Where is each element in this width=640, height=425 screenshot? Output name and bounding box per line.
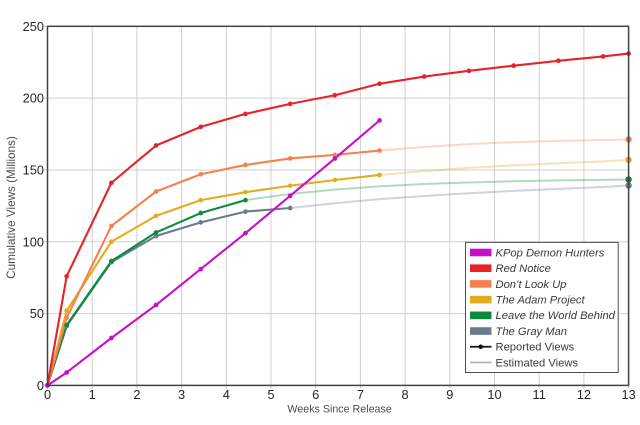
svg-text:The Adam Project: The Adam Project (496, 295, 586, 307)
svg-text:Cumulative Views (Millions): Cumulative Views (Millions) (5, 136, 18, 279)
svg-text:9: 9 (446, 387, 453, 402)
svg-text:13: 13 (621, 387, 635, 402)
svg-text:50: 50 (30, 306, 44, 321)
svg-text:10: 10 (487, 387, 501, 402)
svg-text:Estimated Views: Estimated Views (496, 357, 579, 369)
svg-text:KPop Demon Hunters: KPop Demon Hunters (496, 247, 605, 259)
svg-text:0: 0 (44, 387, 51, 402)
svg-text:5: 5 (267, 387, 274, 402)
svg-text:0: 0 (37, 378, 44, 393)
svg-text:Reported Views: Reported Views (496, 342, 575, 354)
svg-text:12: 12 (577, 387, 591, 402)
svg-text:6: 6 (312, 387, 319, 402)
svg-text:11: 11 (533, 387, 546, 402)
svg-text:The Gray Man: The Gray Man (496, 326, 568, 338)
svg-text:Weeks Since Release: Weeks Since Release (287, 404, 391, 416)
svg-text:8: 8 (402, 387, 409, 402)
svg-text:Leave the World Behind: Leave the World Behind (496, 310, 616, 322)
svg-text:Don’t Look Up: Don’t Look Up (496, 279, 567, 291)
svg-text:150: 150 (23, 163, 44, 178)
svg-text:Red Notice: Red Notice (496, 263, 551, 275)
svg-text:4: 4 (223, 387, 230, 402)
svg-text:250: 250 (23, 19, 44, 34)
svg-text:200: 200 (23, 91, 44, 106)
svg-text:1: 1 (89, 387, 96, 402)
svg-text:3: 3 (178, 387, 185, 402)
svg-text:100: 100 (23, 234, 44, 249)
svg-text:2: 2 (133, 387, 140, 402)
svg-text:7: 7 (357, 387, 364, 402)
